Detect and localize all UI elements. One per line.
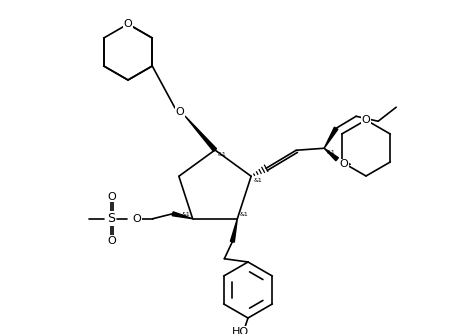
Text: &1: &1	[239, 212, 248, 217]
Text: O: O	[361, 115, 370, 125]
Text: &1: &1	[218, 152, 227, 157]
Text: O: O	[107, 236, 116, 246]
Text: O: O	[123, 19, 132, 29]
Polygon shape	[185, 116, 216, 151]
Text: &1: &1	[326, 150, 335, 155]
Polygon shape	[172, 212, 193, 219]
Text: O: O	[107, 192, 116, 202]
Text: &1: &1	[182, 212, 191, 217]
Text: O: O	[132, 214, 141, 224]
Polygon shape	[230, 219, 238, 242]
Text: S: S	[107, 212, 114, 225]
Text: O: O	[176, 107, 185, 117]
Polygon shape	[324, 148, 339, 161]
Polygon shape	[324, 127, 338, 148]
Text: HO: HO	[231, 327, 249, 334]
Text: O: O	[340, 159, 348, 169]
Text: &1: &1	[253, 178, 262, 183]
